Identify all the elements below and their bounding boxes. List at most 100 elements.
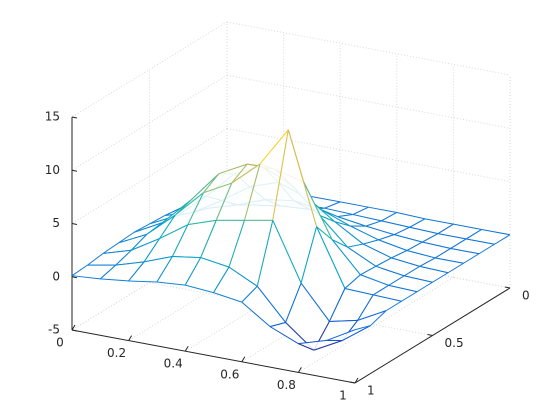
mesh-edge (159, 214, 176, 239)
mesh-edge (203, 173, 220, 194)
mesh-edge (331, 239, 348, 248)
mesh-edge (406, 250, 436, 259)
mesh-edge (100, 278, 129, 282)
mesh-edge (419, 265, 449, 274)
mesh-edge (378, 234, 395, 241)
mesh-edge (256, 220, 274, 287)
mesh-edge (416, 281, 433, 293)
mesh-edge (143, 238, 161, 263)
mesh-face (115, 238, 160, 266)
mesh-edge (393, 226, 410, 236)
mesh-edge (149, 215, 166, 225)
mesh-face (324, 201, 369, 215)
mesh-edge (453, 223, 482, 230)
mesh-edge (118, 231, 135, 244)
mesh-edge (128, 280, 157, 283)
mesh-edge (463, 253, 480, 264)
mesh-edge (401, 291, 418, 302)
mesh-edge (337, 216, 366, 227)
axis-line (71, 329, 356, 384)
mesh-face (316, 226, 361, 289)
mesh-edge (318, 214, 348, 248)
mesh-edge (298, 343, 315, 351)
mesh-edge (269, 326, 299, 345)
mesh-face (229, 220, 273, 287)
mesh-edge (102, 249, 132, 254)
mesh-edge (269, 321, 286, 328)
mesh-edge (215, 182, 233, 221)
mesh-face (128, 256, 173, 282)
mesh-edge (360, 274, 389, 286)
mesh-edge (285, 282, 302, 323)
mesh-edge (375, 257, 392, 267)
mesh-edge (115, 261, 145, 266)
mesh-edge (190, 173, 220, 201)
mesh-edge (368, 206, 397, 213)
mesh-edge (404, 275, 433, 283)
mesh-face (213, 267, 258, 303)
mesh-face (203, 164, 248, 193)
mesh-edge (396, 211, 426, 220)
mesh-edge (403, 265, 420, 277)
mesh-edge (334, 221, 351, 227)
mesh-edge (187, 192, 204, 225)
mesh-edge (272, 220, 302, 284)
mesh-edge (340, 201, 369, 208)
mesh-edge (300, 282, 330, 322)
mesh-edge (365, 220, 382, 227)
mesh-edge (378, 239, 408, 251)
mesh-face (347, 244, 392, 267)
z-tick-label: -5 (48, 323, 60, 337)
mesh-face (172, 220, 217, 258)
mesh-edge (187, 219, 217, 226)
mesh-face (357, 294, 402, 321)
mesh-face (363, 239, 407, 258)
mesh-edge (362, 243, 392, 259)
mesh-edge (409, 218, 426, 228)
mesh-edge (422, 241, 451, 249)
grid-line (71, 21, 228, 118)
mesh-face (159, 192, 204, 239)
x-tick (184, 345, 189, 352)
mesh-face (360, 266, 405, 286)
mesh-edge (391, 250, 408, 259)
mesh-edge (425, 218, 454, 225)
mesh-face (144, 224, 188, 262)
x-tick-label: 0.4 (164, 357, 183, 371)
mesh-edge (133, 223, 150, 233)
mesh-edge (164, 207, 181, 216)
mesh-edge (118, 233, 147, 244)
x-tick-label: 0.6 (220, 367, 239, 381)
mesh-edge (133, 222, 163, 233)
mesh-edge (437, 223, 454, 235)
mesh-edge (228, 266, 258, 287)
mesh-face (187, 183, 232, 225)
mesh-edge (99, 264, 117, 280)
mesh-edge (200, 220, 217, 258)
z-tick (71, 169, 78, 172)
mesh-edge (478, 243, 495, 255)
mesh-edge (131, 238, 160, 251)
grid-line (71, 128, 228, 224)
mesh-edge (406, 241, 423, 251)
mesh-edge (102, 242, 119, 254)
mesh-face (319, 215, 364, 248)
z-tick-label: 5 (52, 216, 60, 230)
mesh-edge (241, 301, 271, 328)
z-tick-label: 10 (45, 163, 60, 177)
grid-line (226, 74, 511, 129)
mesh-edge (300, 226, 318, 284)
z-tick (71, 116, 78, 119)
mesh-edge (347, 246, 377, 267)
mesh-edge (354, 325, 371, 331)
mesh-edge (494, 234, 511, 245)
mesh-edge (256, 285, 286, 323)
mesh-edge (171, 224, 189, 257)
x-tick (354, 377, 359, 384)
mesh-edge (241, 285, 258, 303)
mesh-edge (213, 266, 230, 293)
mesh-face (87, 250, 132, 266)
mesh-edge (341, 325, 371, 341)
mesh-edge (385, 300, 402, 312)
mesh-edge (372, 284, 389, 296)
